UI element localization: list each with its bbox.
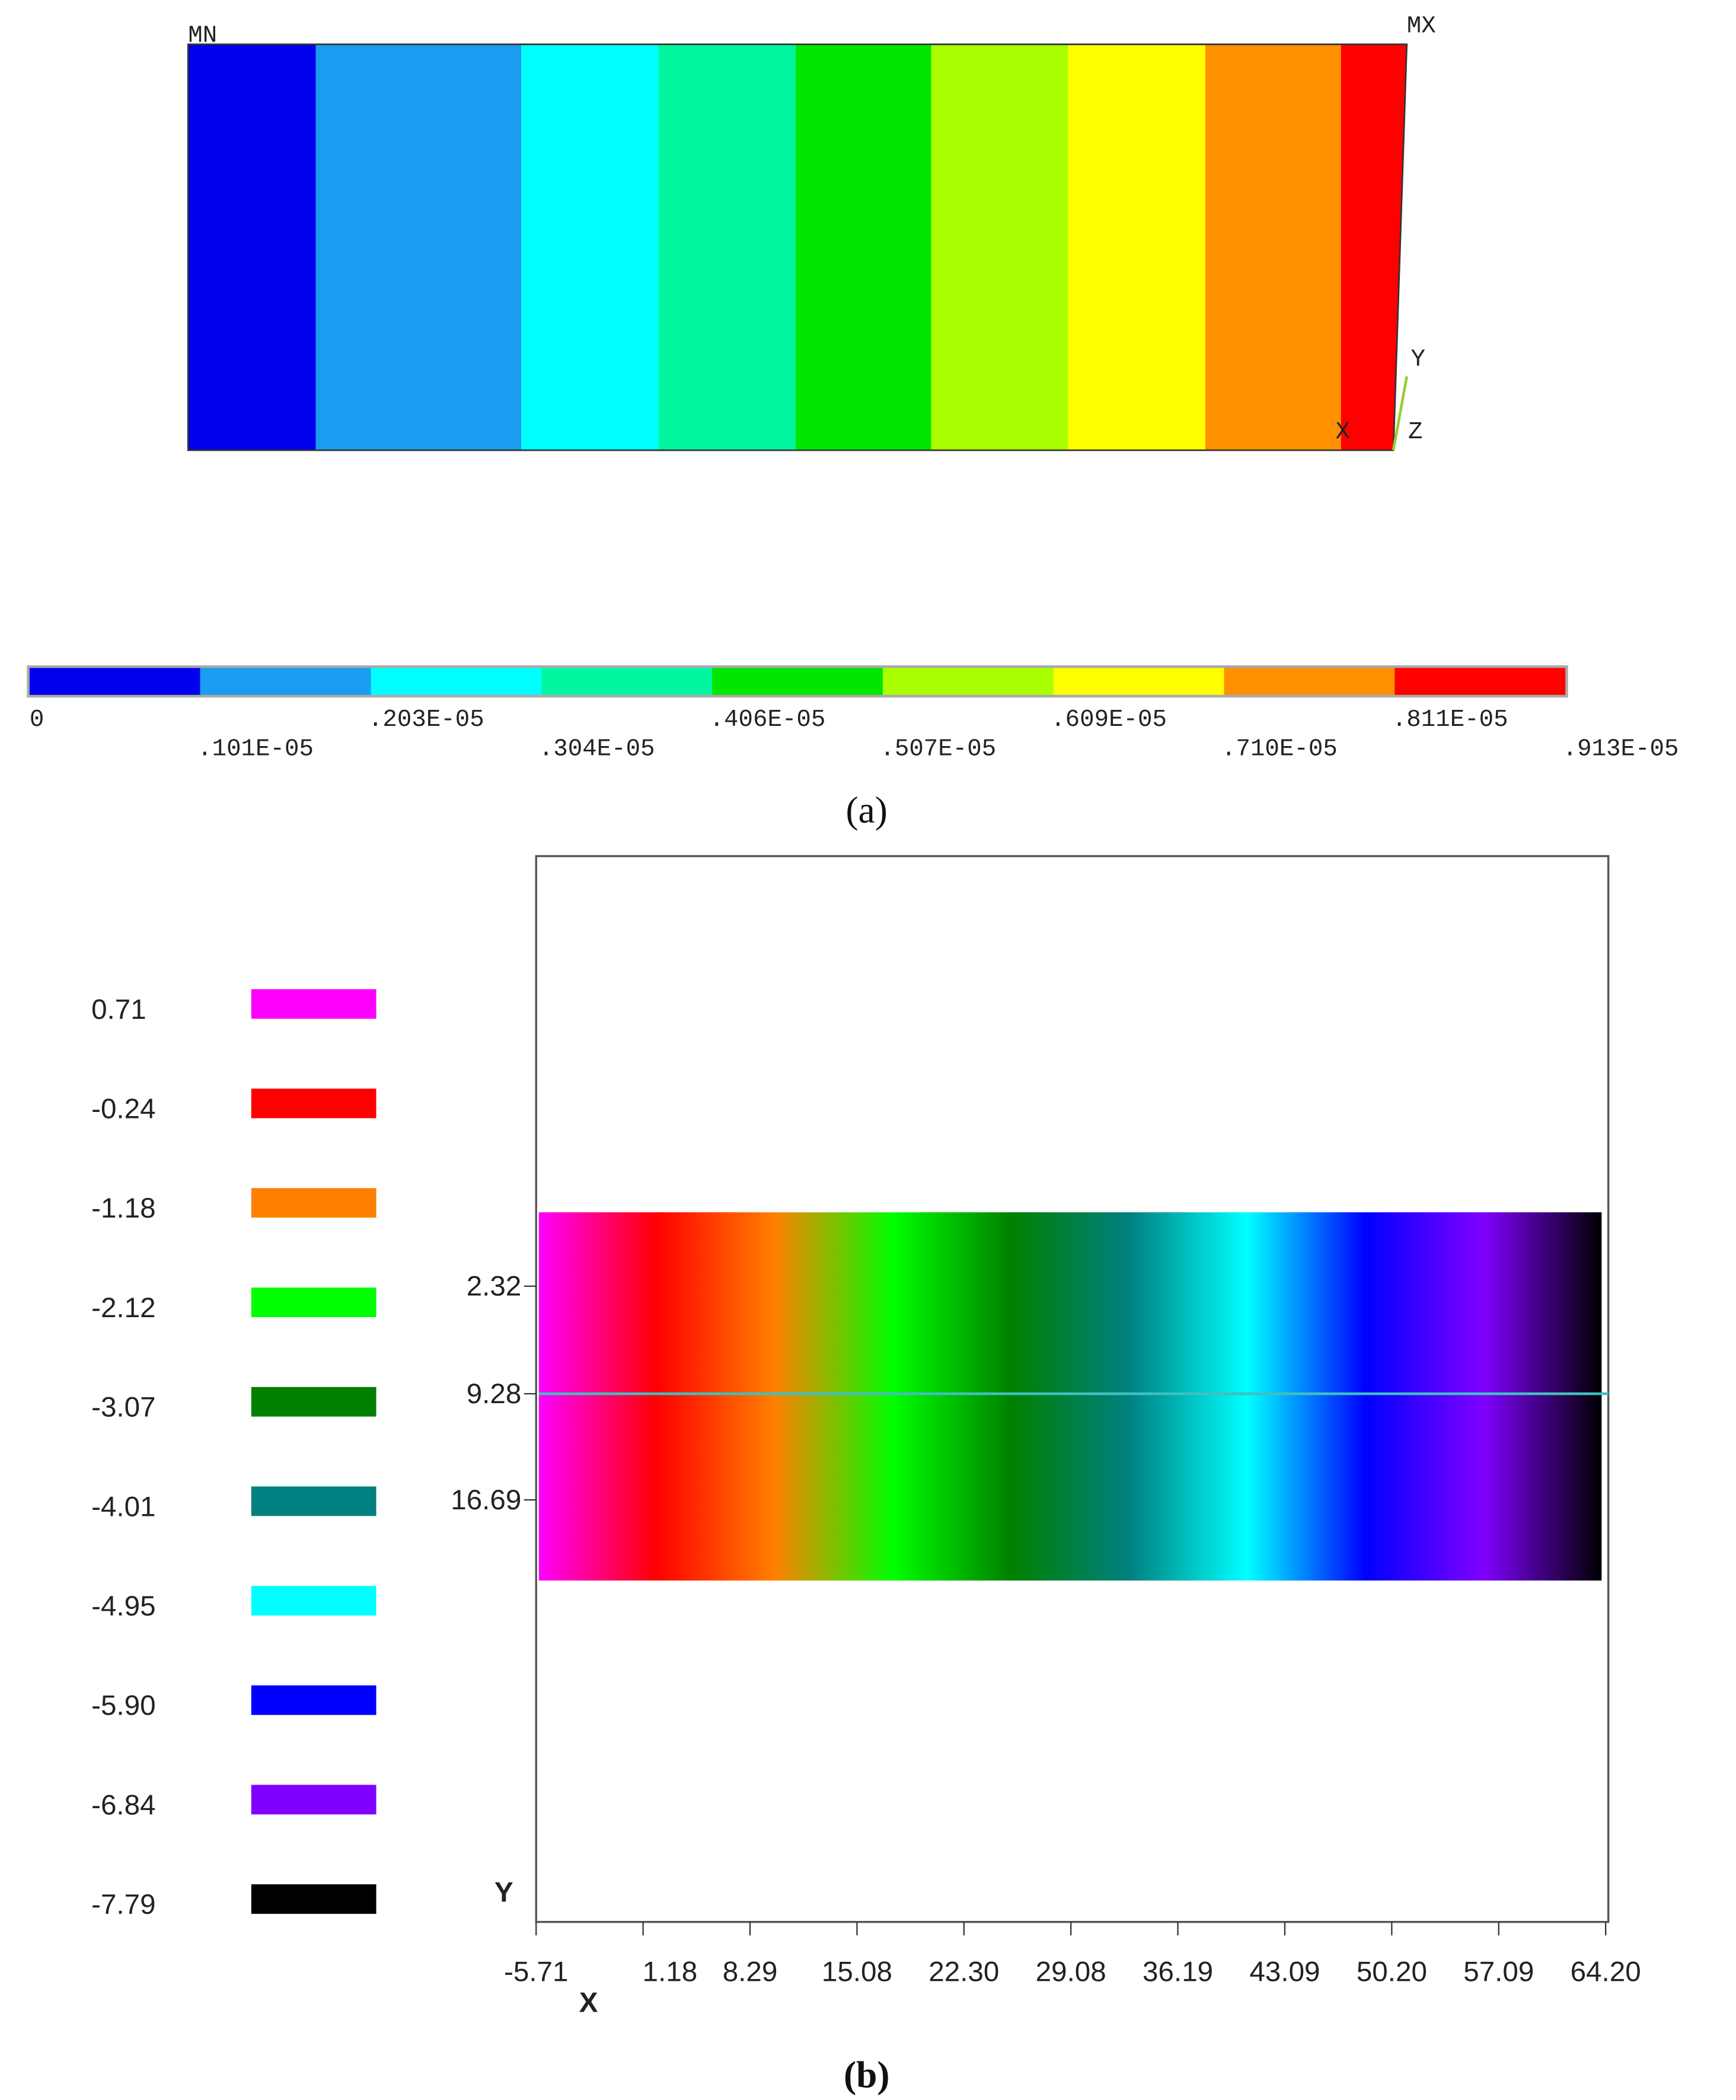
colorbar-label: .101E-05 xyxy=(197,736,314,763)
triad-axis xyxy=(1392,376,1408,451)
y-axis-label: Y xyxy=(494,1877,513,1908)
y-tick-label: 9.28 xyxy=(467,1378,522,1410)
colorbar-swatch xyxy=(1224,668,1395,695)
legend-swatch xyxy=(251,1088,376,1118)
min-label: MN xyxy=(188,22,217,49)
panel-b: 0.71 -0.24 -1.18 -2.12 -3.07 -4.01 -4.95 -5.90 -… xyxy=(91,855,1641,2095)
legend-swatch xyxy=(251,1884,376,1914)
legend-label: -3.07 xyxy=(91,1392,155,1423)
legend-label: -1.18 xyxy=(91,1193,155,1224)
field-band xyxy=(538,1212,1602,1581)
max-label: MX xyxy=(1407,12,1436,40)
colorbar-label: 0 xyxy=(30,706,44,734)
colorbar-swatch xyxy=(541,668,713,695)
x-axis-label: X xyxy=(579,1987,598,2019)
colorbar-label: .507E-05 xyxy=(880,736,996,763)
legend-swatch xyxy=(251,989,376,1019)
legend-label: -0.24 xyxy=(91,1094,155,1125)
colorbar-swatch xyxy=(1394,668,1566,695)
contour-band xyxy=(795,44,931,451)
legend-label: -4.01 xyxy=(91,1491,155,1522)
triad-label: X xyxy=(1336,419,1350,446)
y-tick-label: 2.32 xyxy=(467,1271,522,1302)
x-tick-label: 64.20 xyxy=(1571,1956,1641,1987)
colorbar-swatch xyxy=(1053,668,1224,695)
x-tick-label: 29.08 xyxy=(1036,1956,1106,1987)
contour-band xyxy=(521,44,659,451)
colorbar-label: .811E-05 xyxy=(1392,706,1508,734)
colorbar-label: .203E-05 xyxy=(368,706,484,734)
y-tick-label: 16.69 xyxy=(451,1484,521,1516)
legend-label: -6.84 xyxy=(91,1789,155,1821)
colorbar-swatch xyxy=(200,668,371,695)
caption: (b) xyxy=(844,2053,890,2095)
x-tick-label: 15.08 xyxy=(822,1956,892,1987)
colorbar-swatch xyxy=(882,668,1054,695)
x-tick-label: 22.30 xyxy=(928,1956,999,1987)
x-tick-label: 8.29 xyxy=(723,1956,778,1987)
colorbar-swatch xyxy=(29,668,200,695)
x-tick-label: 1.18 xyxy=(643,1956,698,1987)
caption: (a) xyxy=(846,789,888,831)
legend-swatch xyxy=(251,1486,376,1516)
legend-label: -4.95 xyxy=(91,1591,155,1622)
triad-label: Z xyxy=(1408,419,1422,446)
triad-label: Y xyxy=(1411,346,1425,373)
contour-band xyxy=(1068,44,1205,451)
contour-band xyxy=(931,44,1068,451)
colorbar-label: .406E-05 xyxy=(710,706,826,734)
colorbar-label: .913E-05 xyxy=(1563,736,1679,763)
panel-a: MN MX Y X Z 0 .101E-05 .203E-05 .304E-05 .406E-05… xyxy=(27,12,1678,831)
legend-label: -7.79 xyxy=(91,1889,155,1920)
colorbar-label: .609E-05 xyxy=(1051,706,1167,734)
legend-label: 0.71 xyxy=(91,994,146,1025)
plot-frame xyxy=(535,855,1610,1923)
contour-band xyxy=(1205,44,1341,451)
colorbar-label: .304E-05 xyxy=(539,736,655,763)
x-tick-label: 57.09 xyxy=(1463,1956,1534,1987)
legend-swatch xyxy=(251,1188,376,1218)
legend-swatch xyxy=(251,1288,376,1317)
colorbar-swatch xyxy=(371,668,542,695)
contour-band xyxy=(658,44,796,451)
x-tick-label: 36.19 xyxy=(1143,1956,1213,1987)
legend-swatch xyxy=(251,1784,376,1815)
contour-band xyxy=(315,44,522,451)
legend-label: -5.90 xyxy=(91,1690,155,1722)
contour-band xyxy=(1341,44,1407,451)
x-tick-label: 43.09 xyxy=(1249,1956,1320,1987)
colorbar-swatch xyxy=(712,668,883,695)
legend-swatch xyxy=(251,1387,376,1417)
colorbar-label: .710E-05 xyxy=(1221,736,1338,763)
x-tick-label: 50.20 xyxy=(1357,1956,1427,1987)
legend-swatch xyxy=(251,1586,376,1616)
contour-band xyxy=(188,44,316,451)
x-tick-label: -5.71 xyxy=(504,1956,568,1987)
legend-label: -2.12 xyxy=(91,1292,155,1324)
legend-swatch xyxy=(251,1685,376,1715)
